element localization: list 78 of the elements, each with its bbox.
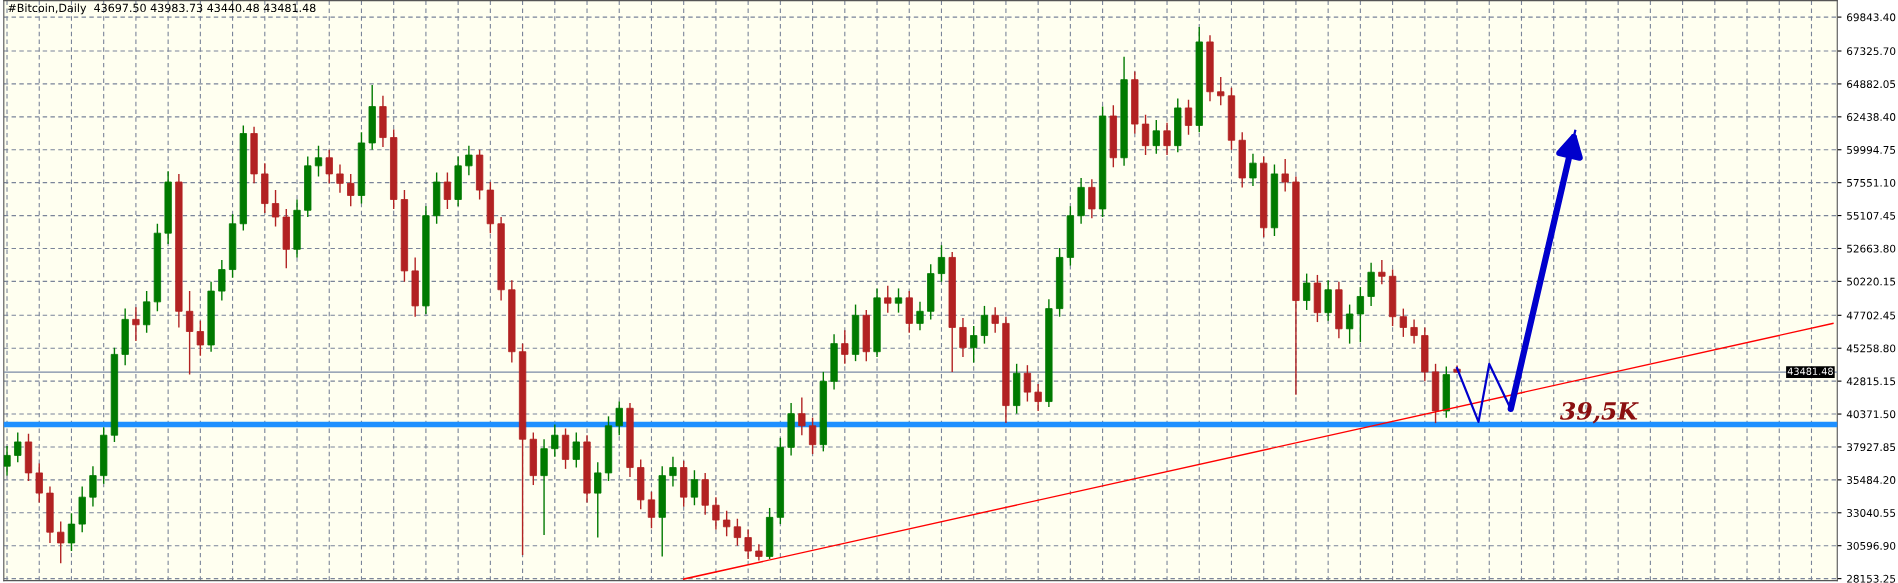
candlestick — [1141, 113, 1150, 156]
candlestick — [1303, 272, 1311, 311]
candlestick — [1281, 158, 1289, 193]
y-tick-label: 28153.25 — [1847, 574, 1896, 583]
y-tick-label: 42815.15 — [1846, 377, 1896, 386]
candlestick — [712, 496, 720, 531]
candlestick — [185, 290, 194, 376]
candlestick — [132, 306, 140, 342]
candlestick — [970, 325, 978, 364]
candlestick — [336, 163, 344, 194]
y-tick-label: 59994.75 — [1847, 145, 1896, 154]
candlestick — [1378, 259, 1386, 286]
candlestick — [325, 148, 333, 185]
candlestick — [1184, 99, 1193, 136]
y-tick-label: 30596.90 — [1847, 541, 1896, 550]
candlestick — [884, 285, 892, 314]
candlestick — [1088, 178, 1096, 220]
candlestick — [35, 462, 43, 504]
candlestick — [551, 423, 559, 458]
candlestick — [1023, 364, 1032, 403]
y-tick-label: 57551.10 — [1847, 178, 1896, 187]
ref-line-label: 43481.48 — [1787, 367, 1833, 375]
candlestick — [1356, 286, 1365, 343]
candlestick — [1324, 279, 1332, 322]
y-tick-label: 50220.15 — [1847, 277, 1896, 286]
candlestick — [57, 520, 65, 564]
candlestick — [196, 320, 204, 357]
candlestick — [143, 290, 151, 334]
chart-title: #Bitcoin,Daily 43697.50 43983.73 43440.48 43481.48 — [8, 3, 316, 15]
candlestick — [798, 396, 806, 436]
candlestick — [1152, 119, 1160, 155]
y-tick-label: 35484.20 — [1847, 476, 1896, 484]
candlestick — [1399, 307, 1407, 338]
candlestick — [980, 305, 989, 345]
candlestick — [271, 189, 280, 228]
candlestick — [937, 244, 946, 283]
candlestick — [808, 417, 817, 455]
candlestick — [916, 301, 924, 331]
candlestick — [465, 144, 473, 176]
y-tick-label: 47702.45 — [1846, 311, 1896, 320]
candlestick — [1217, 76, 1225, 106]
candlestick — [1034, 383, 1042, 412]
candlestick — [3, 445, 11, 477]
y-tick-label: 33040.55 — [1847, 509, 1896, 517]
candlestick — [690, 469, 699, 506]
y-tick-label: 69843.40 — [1847, 13, 1896, 22]
candlestick — [647, 491, 656, 529]
candlestick — [594, 461, 602, 539]
candlestick — [744, 528, 752, 560]
y-tick-label: 55107.45 — [1847, 211, 1896, 220]
candlestick — [314, 144, 323, 178]
candlestick — [991, 306, 999, 334]
y-tick-label: 45258.80 — [1846, 344, 1896, 353]
candlestick — [218, 259, 226, 302]
candlestick — [733, 518, 742, 547]
y-tick-label: 52663.80 — [1847, 244, 1896, 253]
candlestick — [572, 431, 580, 469]
ref-line-label: 39,5K — [1559, 402, 1639, 424]
candlestick — [1163, 122, 1171, 156]
candlestick — [1410, 318, 1418, 345]
candlestick — [1249, 153, 1257, 187]
candlestick — [615, 400, 623, 436]
y-tick-label: 67325.70 — [1847, 47, 1896, 56]
y-tick-label: 64882.05 — [1847, 80, 1896, 89]
y-tick-label: 62438.40 — [1847, 113, 1896, 121]
candlestick — [14, 431, 22, 463]
y-tick-label: 37927.85 — [1847, 443, 1896, 452]
candlestick — [669, 456, 677, 488]
candlestick — [67, 512, 76, 552]
candlestick — [723, 509, 731, 537]
candlestick — [894, 287, 903, 314]
candlestick — [443, 171, 452, 210]
candlestick — [959, 317, 967, 358]
y-tick-label: 40371.50 — [1846, 410, 1896, 419]
candlestick — [89, 465, 97, 508]
candlestick — [1345, 303, 1354, 345]
candlestick — [347, 173, 355, 207]
candlestick — [841, 329, 849, 365]
